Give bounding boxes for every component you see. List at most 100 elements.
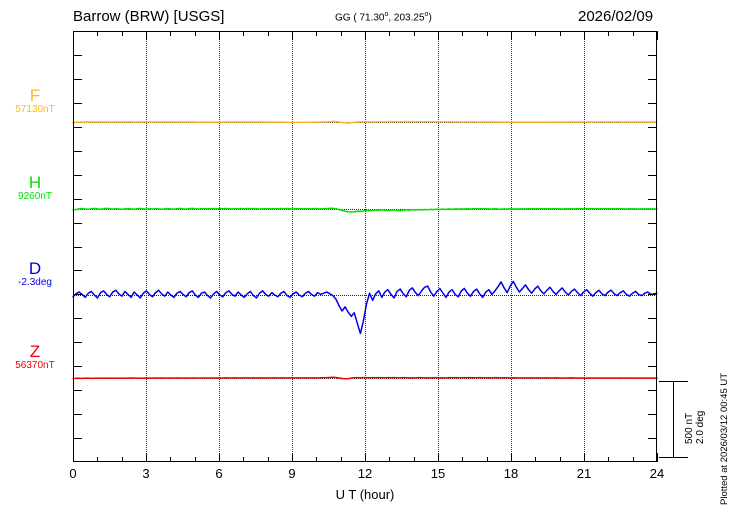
geo-coord-close: ): [428, 12, 432, 24]
y-tick: [73, 318, 82, 320]
y-tick: [648, 222, 657, 224]
x-tick-13: [389, 457, 391, 462]
x-tick-top-24: [657, 31, 658, 40]
y-tick: [648, 198, 657, 200]
baseline-h: [73, 209, 657, 210]
x-tick-14: [413, 457, 415, 462]
y-tick: [73, 150, 82, 152]
x-tick-top-10: [316, 31, 318, 36]
y-tick: [73, 222, 82, 224]
x-tick-15: [438, 453, 439, 462]
x-tick-label-6: 6: [215, 466, 223, 481]
y-tick: [648, 174, 657, 176]
vertical-gridline-3h: [146, 31, 147, 462]
x-tick-5: [194, 457, 196, 462]
x-tick-top-19: [535, 31, 537, 36]
y-tick: [73, 102, 82, 104]
vertical-gridline-12h: [365, 31, 366, 462]
y-tick: [648, 342, 657, 344]
x-tick-12: [365, 453, 366, 462]
y-tick: [648, 366, 657, 368]
vertical-gridline-6h: [219, 31, 220, 462]
x-tick-top-13: [389, 31, 391, 36]
trace-f: [72, 120, 658, 124]
x-tick-label-15: 15: [430, 466, 446, 481]
x-tick-17: [486, 457, 488, 462]
scale-bar: [673, 382, 674, 458]
channel-symbol-h: H: [28, 173, 42, 192]
x-tick-label-18: 18: [503, 466, 519, 481]
x-tick-9: [292, 453, 293, 462]
x-tick-top-22: [608, 31, 610, 36]
x-tick-top-3: [146, 31, 147, 40]
x-tick-top-20: [559, 31, 561, 36]
magnetogram-plot: [72, 31, 658, 462]
vertical-gridline-15h: [438, 31, 439, 462]
x-tick-20: [559, 457, 561, 462]
channel-baseline-value-f: 57130nT: [15, 104, 55, 115]
y-tick: [648, 438, 657, 440]
y-tick: [648, 78, 657, 80]
baseline-d: [73, 295, 657, 296]
x-tick-6: [219, 453, 220, 462]
x-tick-3: [146, 453, 147, 462]
y-tick: [73, 246, 82, 248]
x-tick-top-14: [413, 31, 415, 36]
scale-bar-deg-label: 2.0 deg: [695, 410, 706, 444]
degree-icon: o: [384, 11, 389, 18]
y-tick: [73, 414, 82, 416]
x-tick-label-12: 12: [357, 466, 373, 481]
x-tick-top-12: [365, 31, 366, 40]
x-tick-top-15: [438, 31, 439, 40]
page-title: Barrow (BRW) [USGS]: [73, 8, 225, 25]
channel-symbol-f: F: [29, 86, 41, 105]
geo-coord-lat: GG ( 71.30: [335, 12, 385, 24]
trace-d: [72, 280, 658, 335]
y-tick: [648, 414, 657, 416]
x-tick-label-21: 21: [576, 466, 592, 481]
x-tick-2: [121, 457, 123, 462]
x-tick-top-7: [243, 31, 245, 36]
x-tick-7: [243, 457, 245, 462]
trace-curves: [72, 120, 658, 380]
x-tick-top-16: [462, 31, 464, 36]
x-tick-18: [511, 453, 512, 462]
vertical-gridline-21h: [584, 31, 585, 462]
x-tick-22: [608, 457, 610, 462]
channel-label-d: D -2.3deg: [0, 260, 70, 289]
x-tick-top-6: [219, 31, 220, 40]
y-tick: [648, 54, 657, 56]
y-tick: [73, 390, 82, 392]
x-tick-top-2: [121, 31, 123, 36]
y-tick: [648, 294, 657, 296]
x-tick-top-4: [170, 31, 172, 36]
y-tick: [73, 78, 82, 80]
y-tick: [73, 366, 82, 368]
x-tick-top-8: [267, 31, 269, 36]
channel-label-h: H 9260nT: [0, 174, 70, 203]
y-tick: [648, 126, 657, 128]
x-tick-11: [340, 457, 342, 462]
channel-baseline-value-d: -2.3deg: [18, 277, 52, 288]
x-tick-10: [316, 457, 318, 462]
x-tick-top-11: [340, 31, 342, 36]
y-tick: [73, 54, 82, 56]
baseline-z: [73, 378, 657, 379]
channel-symbol-d: D: [28, 259, 42, 278]
x-tick-label-3: 3: [142, 466, 150, 481]
x-tick-19: [535, 457, 537, 462]
x-tick-top-21: [584, 31, 585, 40]
x-tick-8: [267, 457, 269, 462]
y-tick: [73, 126, 82, 128]
x-tick-label-0: 0: [69, 466, 77, 481]
x-tick-21: [584, 453, 585, 462]
trace-z: [72, 376, 658, 380]
geo-coord-lon: , 203.25: [388, 12, 425, 24]
y-tick: [73, 294, 82, 296]
x-tick-23: [632, 457, 634, 462]
y-tick: [648, 150, 657, 152]
y-tick: [648, 318, 657, 320]
x-axis-title: U T (hour): [335, 487, 395, 502]
y-tick: [73, 174, 82, 176]
y-tick: [73, 438, 82, 440]
